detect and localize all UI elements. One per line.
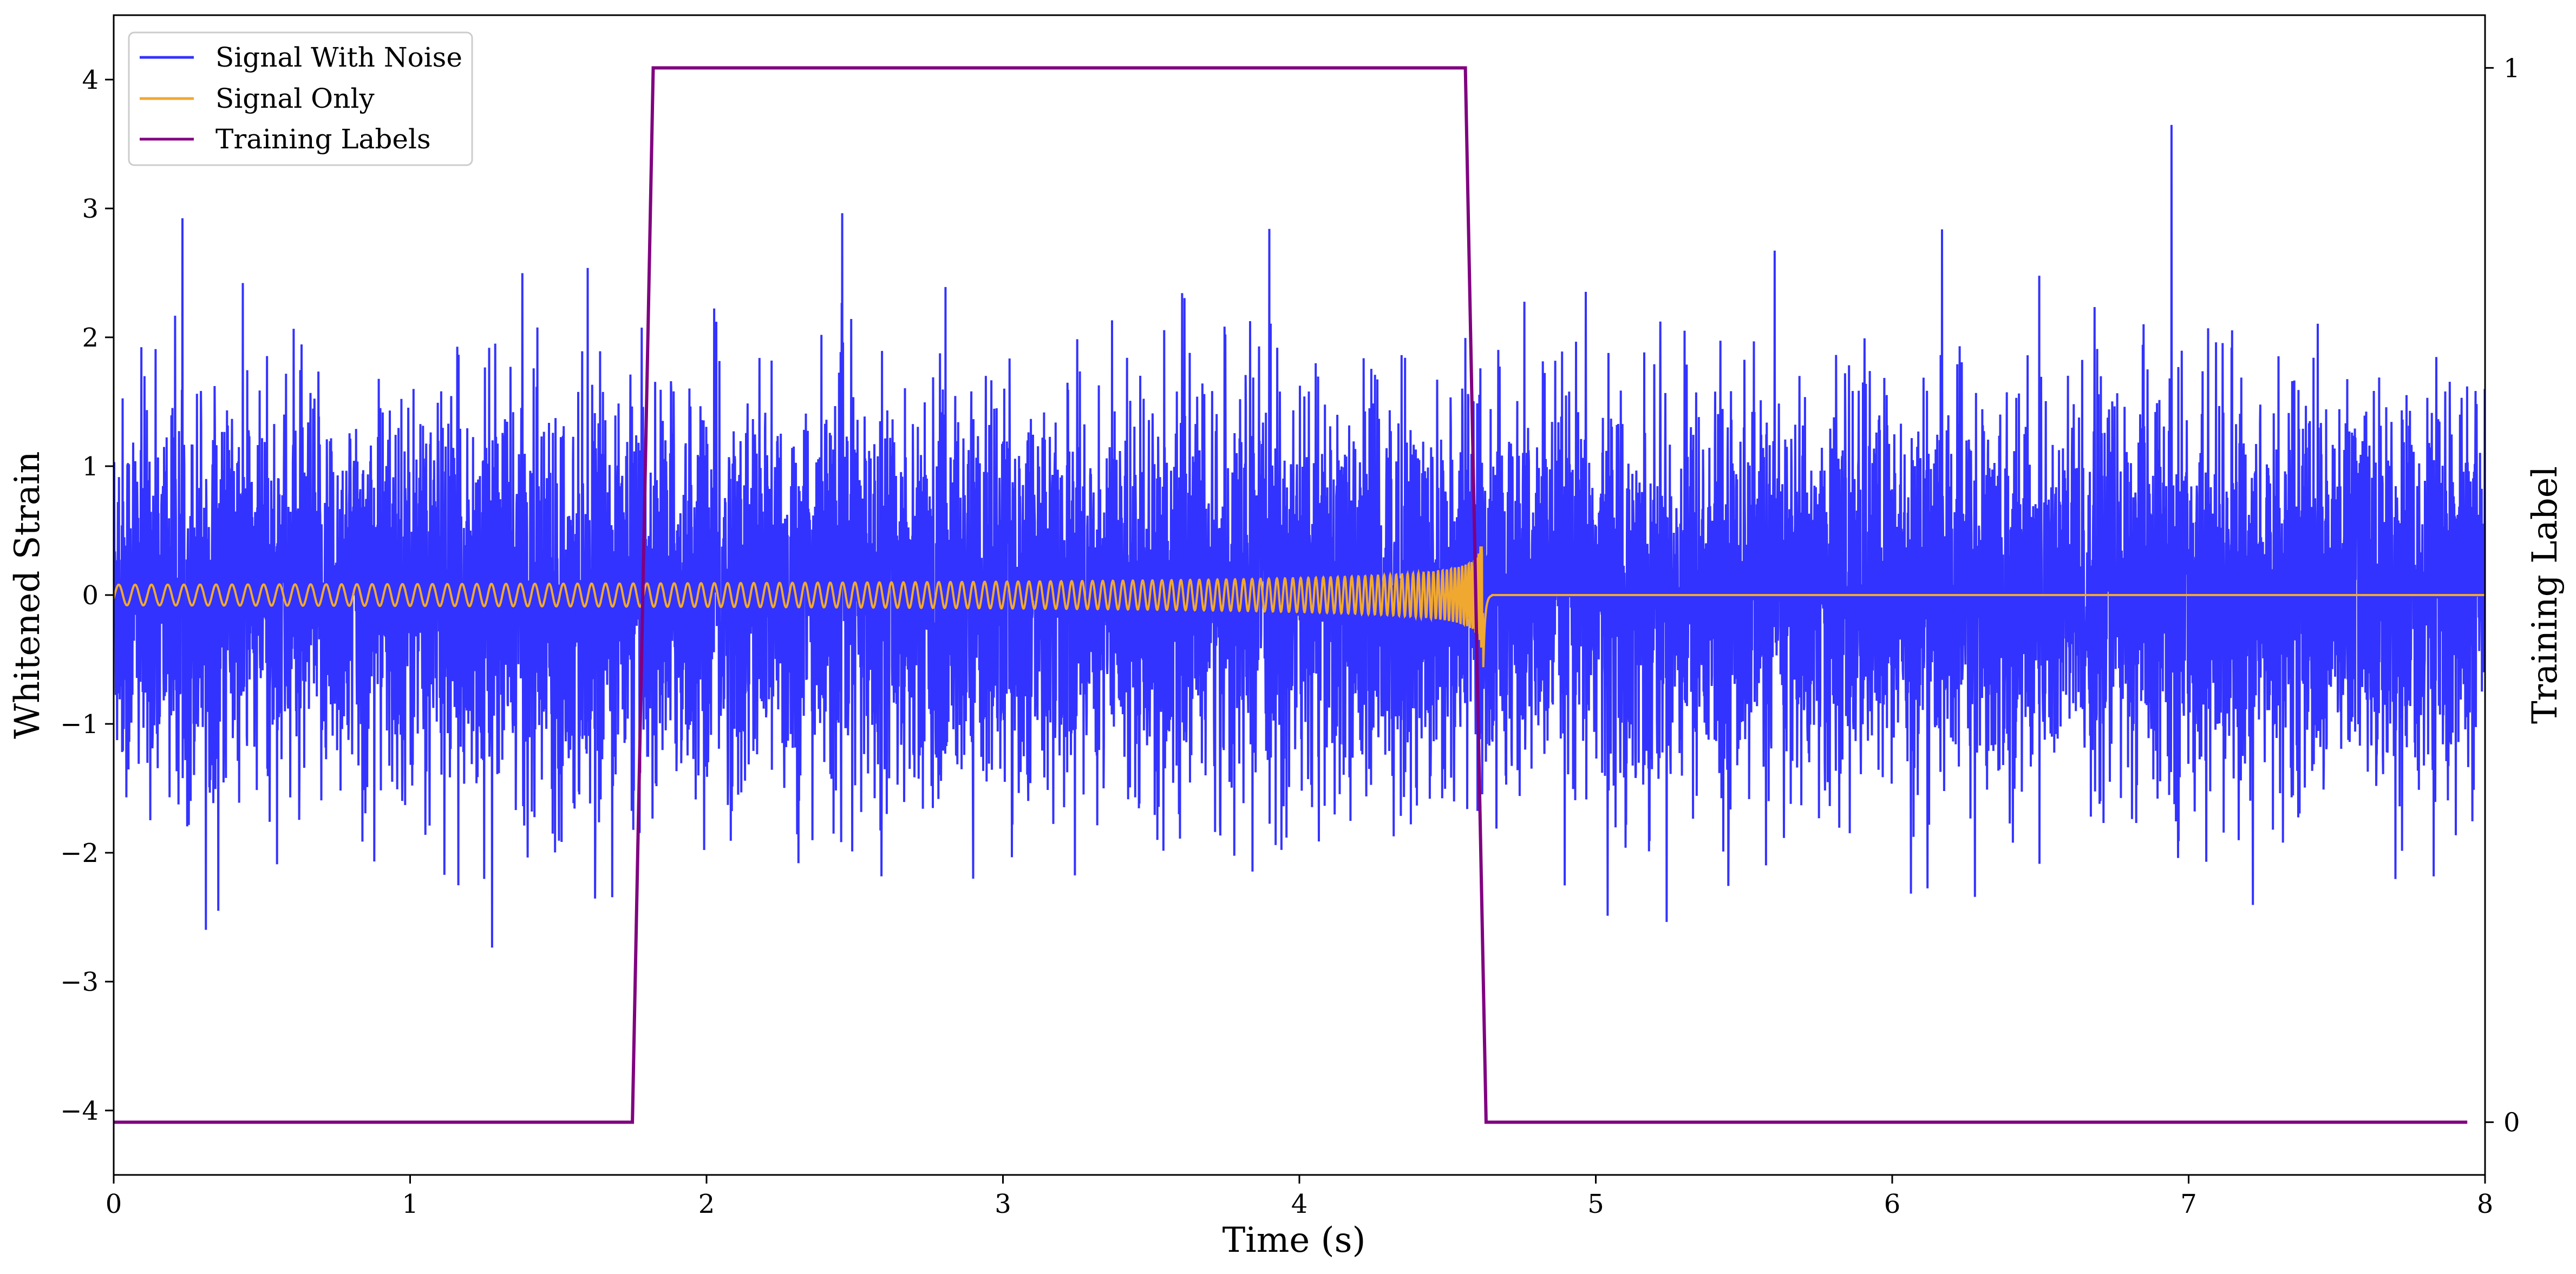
legend-label-labels: Training Labels — [215, 123, 431, 155]
y-tick-label: 2 — [82, 323, 99, 353]
y-tick-label: 0 — [82, 580, 99, 611]
y-tick-label: −4 — [60, 1096, 99, 1126]
y-right-tick-label: 1 — [2503, 53, 2520, 83]
y-tick-label: −2 — [60, 838, 99, 868]
x-tick-label: 3 — [995, 1189, 1011, 1219]
training-labels-line — [114, 66, 2468, 1124]
x-tick-label: 4 — [1291, 1189, 1308, 1219]
plot-area — [113, 14, 2486, 1176]
legend-label-signal: Signal Only — [215, 83, 375, 114]
y-right-axis-ticks: 01 — [2485, 53, 2520, 1138]
x-tick-label: 0 — [106, 1189, 122, 1219]
y-tick-label: 1 — [82, 452, 99, 482]
x-tick-label: 6 — [1884, 1189, 1901, 1219]
signal-with-noise-line — [114, 125, 2485, 948]
legend: Signal With Noise Signal Only Training L… — [128, 31, 473, 166]
x-tick-label: 8 — [2477, 1189, 2494, 1219]
y-right-tick-label: 0 — [2503, 1108, 2520, 1138]
x-tick-label: 5 — [1587, 1189, 1604, 1219]
x-axis-label: Time (s) — [1222, 1220, 1366, 1260]
signal-only-line — [114, 546, 2485, 668]
y-axis-label: Whitened Strain — [8, 451, 48, 739]
legend-label-noise: Signal With Noise — [215, 42, 462, 73]
y-tick-label: 3 — [82, 194, 99, 224]
x-tick-label: 7 — [2180, 1189, 2197, 1219]
y-axis-ticks: −4 −3 −2 −1 0 1 2 3 4 — [60, 65, 114, 1126]
y-tick-label: 4 — [82, 65, 99, 95]
x-axis-ticks: 0 1 2 3 4 5 6 7 8 — [106, 1175, 2494, 1219]
legend-box — [128, 31, 473, 166]
y-tick-label: −1 — [60, 709, 99, 740]
x-tick-label: 2 — [698, 1189, 715, 1219]
y-right-axis-label: Training Label — [2525, 466, 2565, 724]
x-tick-label: 1 — [402, 1189, 419, 1219]
y-tick-label: −3 — [60, 967, 99, 997]
